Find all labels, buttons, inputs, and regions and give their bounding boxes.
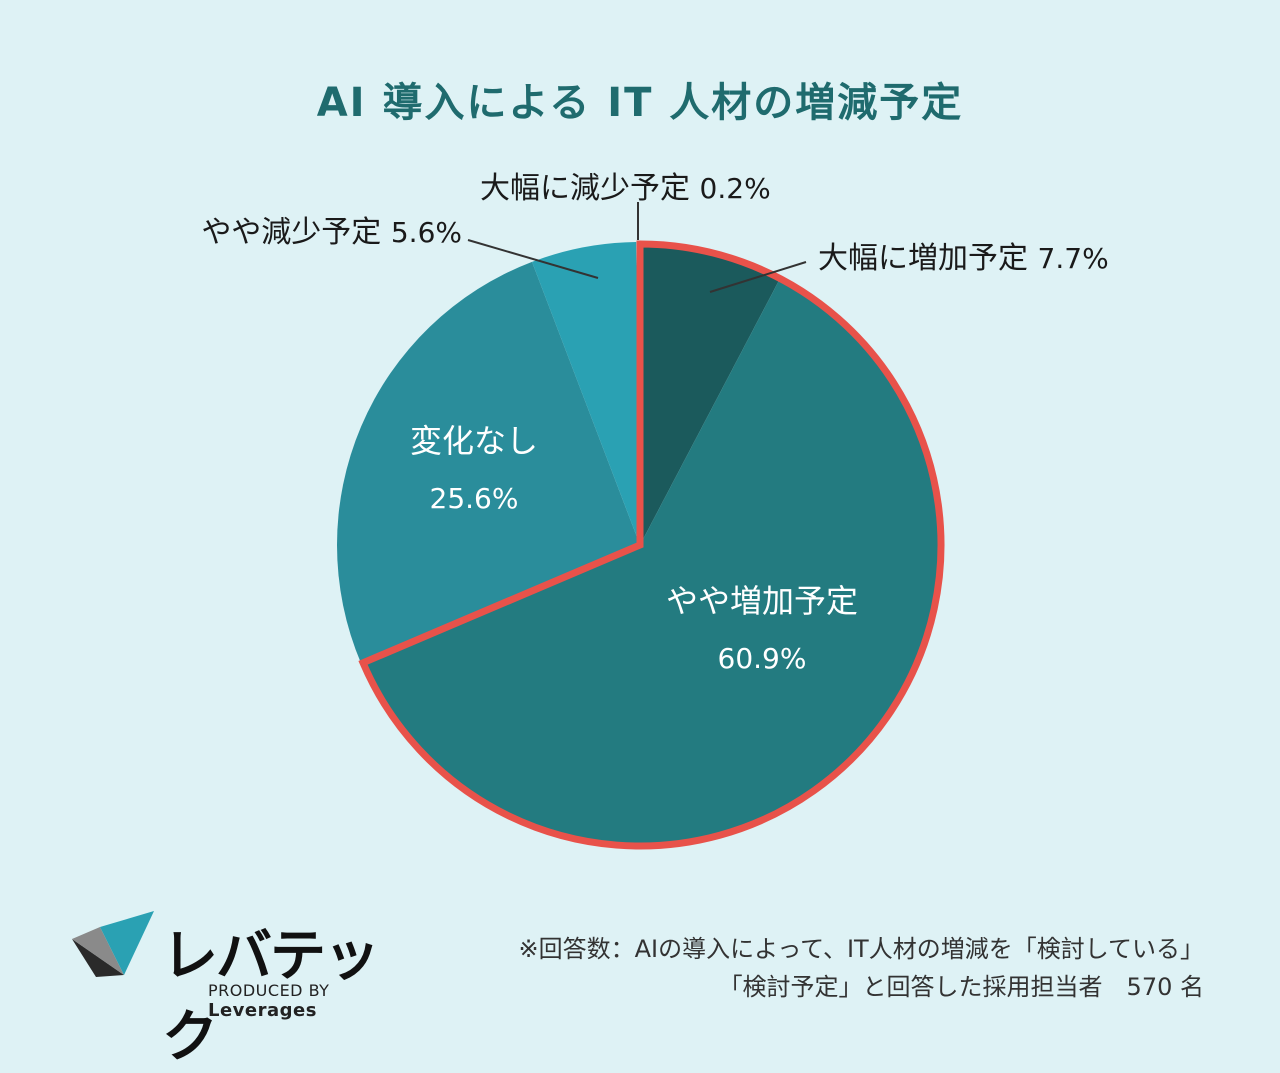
brand-name: Leverages	[208, 1000, 317, 1021]
slice-label: 大幅に増加予定 7.7%	[818, 241, 1109, 276]
slice-label: やや減少予定 5.6%	[201, 215, 462, 250]
slice-label: 大幅に減少予定 0.2%	[480, 171, 771, 206]
logo-subtitle: PRODUCED BY Leverages	[208, 981, 412, 1021]
slice-value: 0.2%	[700, 172, 771, 205]
footnote-line1: ※回答数：AIの導入によって、IT人材の増減を「検討している」	[518, 935, 1204, 963]
chart-title: AI 導入による IT 人材の増減予定	[316, 80, 964, 126]
pie-slice	[336, 261, 640, 664]
footnote: ※回答数：AIの導入によって、IT人材の増減を「検討している」 「検討予定」と回…	[404, 930, 1204, 1006]
footnote-line2: 「検討予定」と回答した採用担当者 570 名	[718, 973, 1204, 1001]
levtech-logo: レバテック PRODUCED BY Leverages	[72, 905, 412, 1070]
slice-value: 7.7%	[1038, 242, 1109, 275]
logo-text: レバテック	[162, 924, 380, 1070]
slice-label: やや増加予定	[666, 582, 858, 620]
produced-by: PRODUCED BY	[208, 981, 330, 1000]
pie-slice	[640, 242, 781, 545]
leader-line	[709, 261, 807, 293]
logo-mark-icon	[72, 911, 154, 977]
pie-chart: 大幅に増加予定 7.7% やや増加予定 60.9% 変化なし 25.6% やや減少予定 5…	[201, 171, 1109, 850]
highlight-outline	[358, 240, 945, 850]
slice-value: 5.6%	[391, 216, 462, 249]
pie-slice	[532, 242, 640, 545]
slice-value: 60.9%	[718, 642, 807, 675]
slice-value: 25.6%	[430, 482, 519, 515]
slice-label: 変化なし	[410, 422, 538, 460]
leader-line	[467, 239, 599, 279]
pie-slice	[361, 276, 943, 848]
